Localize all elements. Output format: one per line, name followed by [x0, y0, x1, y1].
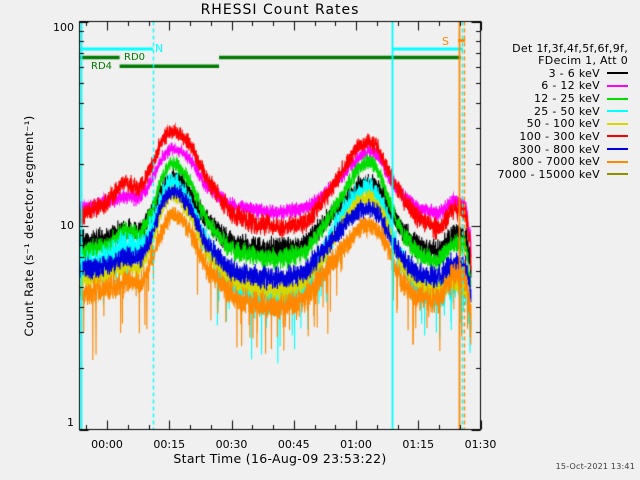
legend-header: FDecim 1, Att 0	[538, 54, 628, 68]
x-axis-title: Start Time (16-Aug-09 23:53:22)	[173, 451, 387, 466]
y-tick-label: 10	[60, 218, 74, 232]
legend-swatch	[607, 122, 628, 125]
x-tick-label: 01:30	[464, 438, 497, 451]
y-tick-label: 100	[53, 20, 74, 34]
night-flag-label: N	[155, 42, 164, 55]
x-tick-label: 01:00	[340, 438, 372, 451]
x-tick-label: 00:15	[153, 438, 186, 451]
x-tick-label: 00:00	[91, 438, 123, 451]
rd4-flag-label: RD4	[91, 60, 113, 72]
legend-label: 50 - 100 keV	[526, 117, 600, 131]
x-tick-label: 01:15	[402, 438, 435, 451]
legend-label: 25 - 50 keV	[533, 104, 600, 118]
legend-label: 800 - 7000 keV	[512, 155, 600, 169]
legend-swatch	[607, 97, 628, 100]
x-tick-label: 00:30	[215, 438, 248, 451]
legend-swatch	[607, 148, 628, 151]
saa-flag-label: S	[442, 35, 449, 48]
legend-swatch	[607, 110, 628, 113]
legend-label: 100 - 300 keV	[519, 129, 600, 143]
legend-label: 7000 - 15000 keV	[497, 167, 600, 181]
legend-label: 12 - 25 keV	[533, 92, 600, 106]
plot-timestamp: 15-Oct-2021 13:41	[555, 462, 635, 471]
legend-header: Det 1f,3f,4f,5f,6f,9f,	[512, 41, 628, 55]
legend-swatch	[607, 173, 628, 176]
legend-label: 6 - 12 keV	[541, 79, 600, 93]
rd0-flag-label: RD0	[124, 51, 146, 63]
legend-swatch	[607, 160, 628, 163]
chart-title: RHESSI Count Rates	[200, 2, 360, 18]
legend-label: 3 - 6 keV	[548, 66, 600, 80]
legend-swatch	[607, 72, 628, 75]
legend-swatch	[607, 135, 628, 138]
legend-label: 300 - 800 keV	[519, 142, 600, 156]
x-tick-label: 00:45	[277, 438, 310, 451]
legend-swatch	[607, 84, 628, 87]
y-tick-label: 1	[67, 415, 74, 429]
